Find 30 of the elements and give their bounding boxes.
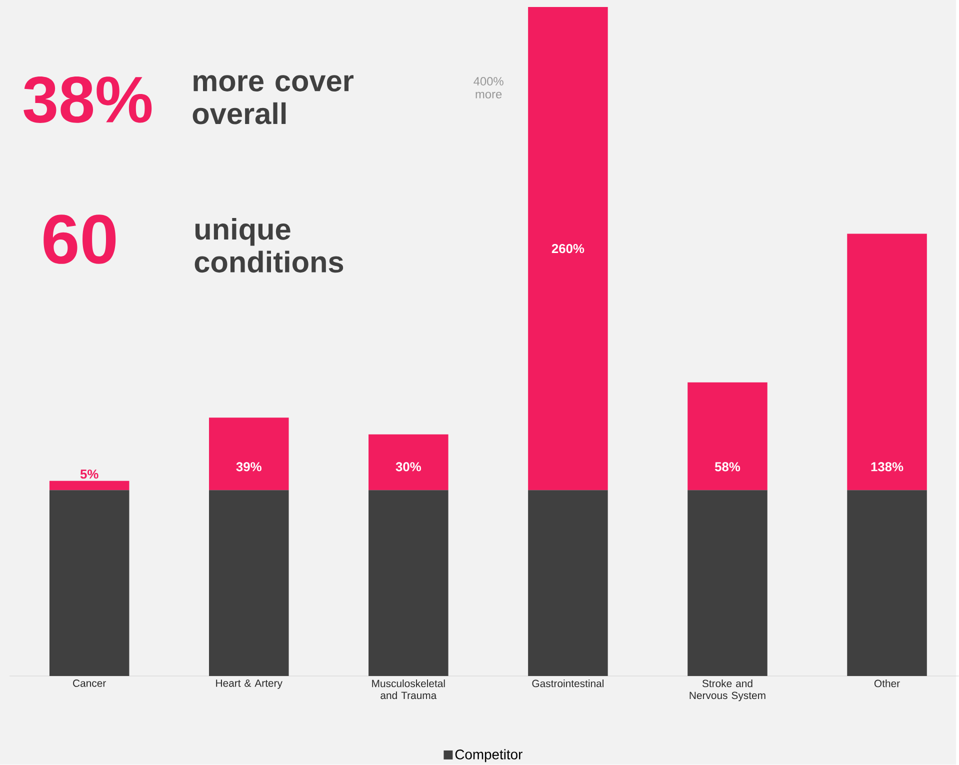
bar [688, 382, 768, 490]
x-tick-label: Musculoskeletal and Trauma [372, 680, 445, 700]
x-tick-label: Heart & Artery [216, 680, 282, 690]
data-label: 5% [80, 470, 98, 479]
bar [528, 7, 608, 490]
bar [688, 490, 768, 676]
bar [368, 490, 448, 676]
x-tick-label: Cancer [73, 680, 106, 688]
bar [49, 481, 130, 490]
annotation: unique conditions [194, 218, 344, 273]
annotation: 400% more [474, 77, 504, 99]
legend-label: Competitor [455, 749, 522, 762]
bar [49, 490, 130, 676]
x-tick-label: Gastrointestinal [532, 680, 604, 688]
bar [208, 418, 289, 490]
x-tick-label: Stroke and Nervous System [690, 680, 766, 702]
data-label: 30% [396, 462, 421, 472]
data-label: 138% [871, 462, 904, 472]
bar [208, 490, 289, 676]
data-label: 260% [552, 244, 584, 254]
annotation: 38% [24, 76, 152, 124]
bar [528, 490, 608, 676]
data-label: 39% [236, 462, 262, 472]
bar [847, 490, 927, 676]
bar [368, 434, 448, 490]
annotation: more cover overall [192, 75, 354, 124]
bar [847, 234, 927, 490]
x-tick-label: Other [874, 680, 900, 688]
annotation: 60 [44, 214, 116, 264]
data-label: 58% [714, 462, 740, 472]
